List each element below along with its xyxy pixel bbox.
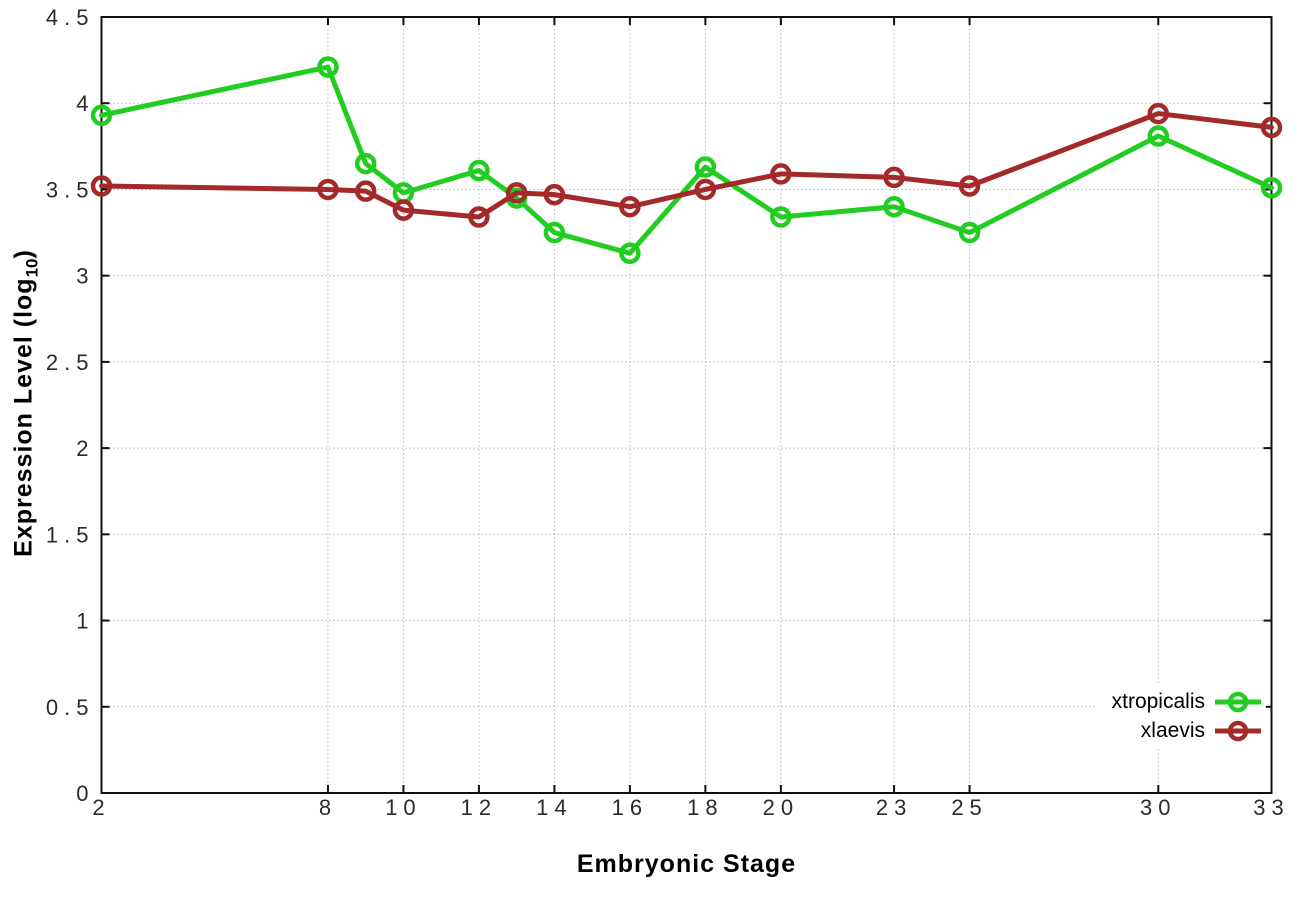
data-point-marker (1260, 116, 1283, 139)
x-tick-label: 10 (385, 795, 421, 820)
legend-item-xtropicalis: xtropicalis (1112, 687, 1262, 716)
data-point-marker (883, 166, 905, 189)
data-point-marker (694, 178, 717, 201)
x-tick-label: 8 (319, 795, 337, 820)
data-point-marker (694, 156, 717, 178)
y-axis-title-suffix: ) (9, 249, 38, 259)
data-point-marker (543, 221, 566, 244)
grid-lines (101, 16, 1272, 794)
data-point-marker (354, 180, 377, 202)
data-point-marker (543, 183, 566, 206)
data-point-marker (1260, 176, 1283, 199)
x-tick-label: 25 (951, 795, 987, 820)
data-point-marker (770, 163, 792, 185)
legend-marker-icon (1215, 691, 1261, 712)
x-tick-label: 18 (687, 795, 723, 820)
y-tick-label: 4 (76, 91, 94, 116)
data-point-marker (958, 175, 981, 197)
x-tick-label: 16 (612, 795, 648, 820)
x-tick-label: 23 (876, 795, 912, 820)
y-tick-label: 3 (76, 264, 94, 289)
data-point-marker (90, 175, 113, 197)
y-axis-title-subscript: 10 (22, 258, 42, 278)
y-tick-label: 3.5 (46, 177, 95, 202)
x-tick-label: 2 (92, 795, 110, 820)
series-line (99, 64, 1274, 256)
y-tick-label: 2 (76, 436, 94, 461)
y-tick-label: 4.5 (46, 5, 95, 30)
data-point-marker (468, 206, 490, 228)
y-tick-label: 0 (76, 781, 94, 806)
data-point-marker (468, 159, 490, 182)
series-xlaevis (90, 102, 1283, 228)
x-tick-label: 14 (536, 795, 572, 820)
data-point-marker (90, 104, 113, 127)
y-tick-label: 2.5 (46, 350, 95, 375)
y-axis-title-text: Expression Level (log (9, 277, 38, 557)
data-point-marker (317, 178, 339, 201)
data-point-marker (392, 199, 415, 221)
legend-label: xtropicalis (1111, 689, 1205, 713)
y-axis-title: Expression Level (log10) (10, 249, 43, 557)
data-point-marker (1147, 102, 1170, 125)
legend: xtropicalis xlaevis (1095, 685, 1266, 747)
y-tick-label: 1.5 (46, 522, 95, 547)
tick-labels: 2 8 10 12 14 16 18 20 23 25 30 33 0 0.5 1 1.5 2 2.5 3 3.5 4 4… (46, 5, 1289, 820)
legend-marker-icon (1215, 720, 1261, 741)
data-point-marker (1147, 125, 1170, 147)
data-point-marker (317, 56, 339, 78)
x-tick-label: 33 (1253, 795, 1289, 820)
series-xtropicalis (90, 56, 1283, 264)
x-tick-label: 12 (461, 795, 497, 820)
x-axis-title: Embryonic Stage (576, 850, 797, 878)
legend-label: xlaevis (1140, 718, 1205, 742)
x-tick-label: 30 (1140, 795, 1176, 820)
data-point-marker (619, 195, 641, 218)
data-point-marker (354, 152, 377, 175)
y-tick-label: 1 (76, 609, 94, 634)
data-point-marker (770, 206, 792, 228)
plot-border (100, 16, 1273, 794)
data-point-marker (505, 182, 528, 204)
data-point-marker (883, 195, 905, 218)
tick-marks (100, 16, 1273, 794)
data-point-marker (958, 221, 981, 244)
y-tick-label: 0.5 (46, 695, 95, 720)
x-tick-label: 20 (763, 795, 799, 820)
data-point-marker (619, 242, 641, 264)
legend-item-xlaevis: xlaevis (1112, 716, 1262, 745)
